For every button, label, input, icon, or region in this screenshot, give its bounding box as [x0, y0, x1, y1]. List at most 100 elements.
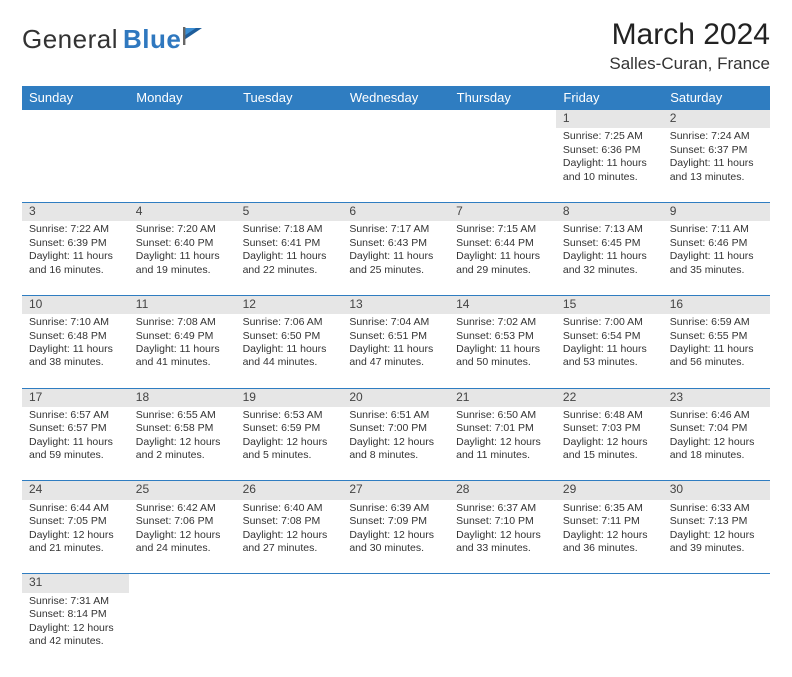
daylight-text: Daylight: 12 hours and 5 minutes.	[243, 436, 337, 463]
daynum-cell: 26	[236, 481, 343, 500]
calendar-page: GeneralBlue March 2024 Salles-Curan, Fra…	[0, 0, 792, 677]
title-block: March 2024 Salles-Curan, France	[609, 18, 770, 74]
day-number: 5	[236, 203, 343, 221]
daylight-text: Daylight: 11 hours and 41 minutes.	[136, 343, 230, 370]
day-cell: Sunrise: 6:46 AMSunset: 7:04 PMDaylight:…	[663, 407, 770, 481]
day-detail: Sunrise: 6:39 AMSunset: 7:09 PMDaylight:…	[342, 500, 449, 560]
daylight-text: Daylight: 11 hours and 13 minutes.	[670, 157, 764, 184]
day-cell: Sunrise: 6:40 AMSunset: 7:08 PMDaylight:…	[236, 500, 343, 574]
sunset-text: Sunset: 7:05 PM	[29, 515, 123, 528]
day-detail: Sunrise: 7:17 AMSunset: 6:43 PMDaylight:…	[342, 221, 449, 281]
sunrise-text: Sunrise: 6:33 AM	[670, 502, 764, 515]
daynum-cell: 12	[236, 295, 343, 314]
daynum-row: 10111213141516	[22, 295, 770, 314]
sunset-text: Sunset: 7:09 PM	[349, 515, 443, 528]
sunrise-text: Sunrise: 6:50 AM	[456, 409, 550, 422]
day-number: 9	[663, 203, 770, 221]
daylight-text: Daylight: 12 hours and 39 minutes.	[670, 529, 764, 556]
week-row: Sunrise: 6:44 AMSunset: 7:05 PMDaylight:…	[22, 500, 770, 574]
day-detail: Sunrise: 7:04 AMSunset: 6:51 PMDaylight:…	[342, 314, 449, 374]
day-number: 31	[22, 574, 129, 592]
sunrise-text: Sunrise: 7:17 AM	[349, 223, 443, 236]
sunset-text: Sunset: 6:36 PM	[563, 144, 657, 157]
sunset-text: Sunset: 6:50 PM	[243, 330, 337, 343]
day-detail: Sunrise: 6:33 AMSunset: 7:13 PMDaylight:…	[663, 500, 770, 560]
daynum-cell: 19	[236, 388, 343, 407]
day-cell	[236, 593, 343, 667]
sunset-text: Sunset: 7:08 PM	[243, 515, 337, 528]
day-detail: Sunrise: 7:13 AMSunset: 6:45 PMDaylight:…	[556, 221, 663, 281]
day-cell: Sunrise: 7:15 AMSunset: 6:44 PMDaylight:…	[449, 221, 556, 295]
day-cell: Sunrise: 7:24 AMSunset: 6:37 PMDaylight:…	[663, 128, 770, 202]
day-header: Thursday	[449, 86, 556, 110]
daynum-cell: 22	[556, 388, 663, 407]
sunset-text: Sunset: 6:43 PM	[349, 237, 443, 250]
sunrise-text: Sunrise: 7:11 AM	[670, 223, 764, 236]
sunset-text: Sunset: 6:59 PM	[243, 422, 337, 435]
day-cell: Sunrise: 7:18 AMSunset: 6:41 PMDaylight:…	[236, 221, 343, 295]
day-cell: Sunrise: 6:35 AMSunset: 7:11 PMDaylight:…	[556, 500, 663, 574]
day-number: 28	[449, 481, 556, 499]
sunset-text: Sunset: 6:51 PM	[349, 330, 443, 343]
day-cell: Sunrise: 6:44 AMSunset: 7:05 PMDaylight:…	[22, 500, 129, 574]
day-detail: Sunrise: 7:02 AMSunset: 6:53 PMDaylight:…	[449, 314, 556, 374]
sunset-text: Sunset: 7:11 PM	[563, 515, 657, 528]
daylight-text: Daylight: 11 hours and 47 minutes.	[349, 343, 443, 370]
day-cell: Sunrise: 7:17 AMSunset: 6:43 PMDaylight:…	[342, 221, 449, 295]
day-detail: Sunrise: 7:06 AMSunset: 6:50 PMDaylight:…	[236, 314, 343, 374]
daylight-text: Daylight: 11 hours and 38 minutes.	[29, 343, 123, 370]
daynum-cell: 15	[556, 295, 663, 314]
daynum-cell: 14	[449, 295, 556, 314]
sunrise-text: Sunrise: 7:02 AM	[456, 316, 550, 329]
daylight-text: Daylight: 11 hours and 29 minutes.	[456, 250, 550, 277]
day-cell: Sunrise: 6:51 AMSunset: 7:00 PMDaylight:…	[342, 407, 449, 481]
sunset-text: Sunset: 7:10 PM	[456, 515, 550, 528]
week-row: Sunrise: 7:10 AMSunset: 6:48 PMDaylight:…	[22, 314, 770, 388]
sunset-text: Sunset: 7:04 PM	[670, 422, 764, 435]
sunrise-text: Sunrise: 7:08 AM	[136, 316, 230, 329]
day-cell: Sunrise: 7:13 AMSunset: 6:45 PMDaylight:…	[556, 221, 663, 295]
daynum-cell	[556, 574, 663, 593]
daynum-row: 17181920212223	[22, 388, 770, 407]
sunset-text: Sunset: 7:00 PM	[349, 422, 443, 435]
sunset-text: Sunset: 6:45 PM	[563, 237, 657, 250]
daylight-text: Daylight: 12 hours and 8 minutes.	[349, 436, 443, 463]
day-cell: Sunrise: 7:04 AMSunset: 6:51 PMDaylight:…	[342, 314, 449, 388]
day-detail: Sunrise: 6:55 AMSunset: 6:58 PMDaylight:…	[129, 407, 236, 467]
day-cell: Sunrise: 6:37 AMSunset: 7:10 PMDaylight:…	[449, 500, 556, 574]
sunset-text: Sunset: 6:58 PM	[136, 422, 230, 435]
sunrise-text: Sunrise: 6:44 AM	[29, 502, 123, 515]
daylight-text: Daylight: 11 hours and 22 minutes.	[243, 250, 337, 277]
day-cell: Sunrise: 6:39 AMSunset: 7:09 PMDaylight:…	[342, 500, 449, 574]
sunrise-text: Sunrise: 7:25 AM	[563, 130, 657, 143]
day-number: 22	[556, 389, 663, 407]
daylight-text: Daylight: 12 hours and 33 minutes.	[456, 529, 550, 556]
sunset-text: Sunset: 6:49 PM	[136, 330, 230, 343]
day-number: 16	[663, 296, 770, 314]
sunrise-text: Sunrise: 6:37 AM	[456, 502, 550, 515]
daynum-cell	[663, 574, 770, 593]
daylight-text: Daylight: 12 hours and 30 minutes.	[349, 529, 443, 556]
daynum-cell: 5	[236, 202, 343, 221]
daynum-cell: 23	[663, 388, 770, 407]
daylight-text: Daylight: 11 hours and 44 minutes.	[243, 343, 337, 370]
day-number: 25	[129, 481, 236, 499]
daynum-cell: 8	[556, 202, 663, 221]
daylight-text: Daylight: 12 hours and 21 minutes.	[29, 529, 123, 556]
day-number: 24	[22, 481, 129, 499]
flag-icon	[182, 26, 204, 53]
sunrise-text: Sunrise: 6:51 AM	[349, 409, 443, 422]
day-number: 2	[663, 110, 770, 128]
day-cell: Sunrise: 7:25 AMSunset: 6:36 PMDaylight:…	[556, 128, 663, 202]
day-header: Monday	[129, 86, 236, 110]
day-number: 11	[129, 296, 236, 314]
day-number: 15	[556, 296, 663, 314]
sunset-text: Sunset: 7:01 PM	[456, 422, 550, 435]
sunrise-text: Sunrise: 7:31 AM	[29, 595, 123, 608]
day-number: 17	[22, 389, 129, 407]
sunrise-text: Sunrise: 7:20 AM	[136, 223, 230, 236]
sunrise-text: Sunrise: 7:06 AM	[243, 316, 337, 329]
daynum-cell	[129, 574, 236, 593]
day-detail: Sunrise: 6:40 AMSunset: 7:08 PMDaylight:…	[236, 500, 343, 560]
day-detail: Sunrise: 6:44 AMSunset: 7:05 PMDaylight:…	[22, 500, 129, 560]
